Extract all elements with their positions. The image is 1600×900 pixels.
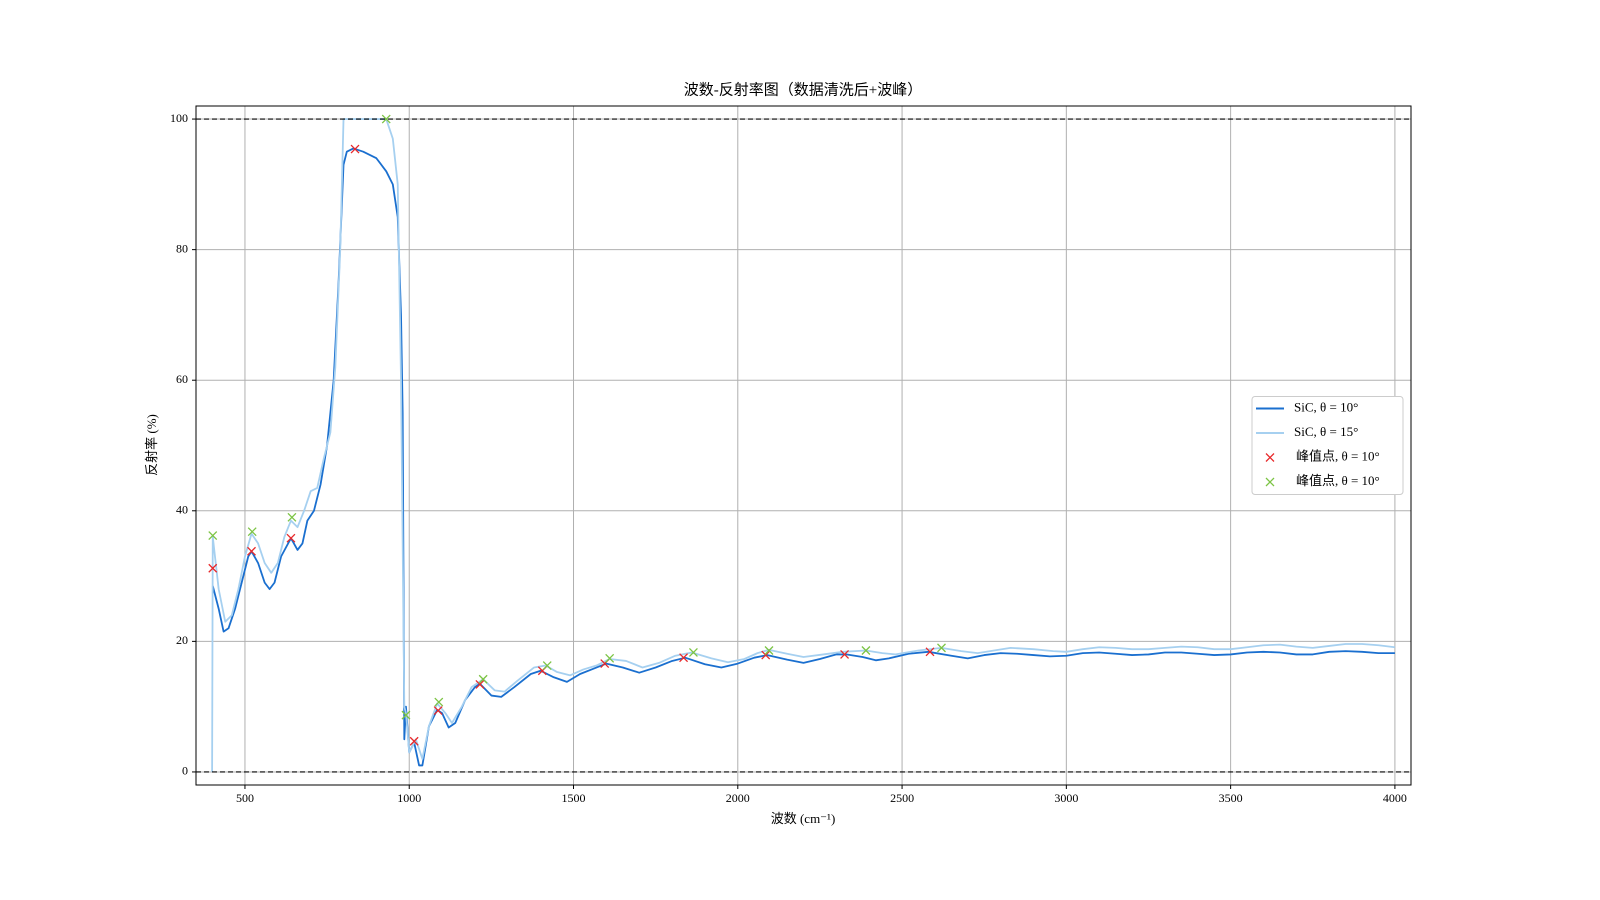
- peak-marker: [287, 512, 297, 522]
- peak-marker: [761, 650, 771, 660]
- x-tick-label: 1000: [397, 791, 421, 805]
- legend-marker: [1265, 453, 1275, 462]
- series-line: [211, 118, 1396, 772]
- peak-marker: [434, 697, 444, 707]
- peak-marker: [247, 527, 257, 537]
- peak-marker: [861, 646, 871, 655]
- peak-marker: [688, 648, 698, 657]
- legend-label: SiC, θ = 10°: [1294, 399, 1358, 414]
- x-tick-label: 3000: [1054, 791, 1078, 805]
- x-tick-label: 2000: [726, 791, 750, 805]
- peak-marker: [475, 679, 485, 689]
- y-tick-label: 0: [182, 764, 188, 778]
- chart-title: 波数-反射率图（数据清洗后+波峰）: [684, 81, 922, 98]
- peak-marker: [542, 661, 552, 670]
- x-tick-label: 4000: [1383, 791, 1407, 805]
- legend-marker: [1265, 477, 1275, 487]
- peak-marker: [478, 674, 488, 684]
- legend-box: [1251, 396, 1404, 495]
- peak-marker: [247, 546, 256, 556]
- plot-frame: [195, 105, 1412, 786]
- peak-marker: [433, 706, 443, 716]
- legend-label: 峰值点, θ = 10°: [1296, 448, 1380, 463]
- peak-marker: [925, 647, 935, 657]
- legend-label: SiC, θ = 15°: [1294, 424, 1358, 439]
- y-tick-label: 100: [170, 111, 188, 125]
- y-axis-label: 反射率 (%): [144, 414, 159, 476]
- legend-label: 峰值点, θ = 10°: [1296, 473, 1380, 488]
- plot: [208, 114, 1396, 772]
- peak-marker: [401, 710, 411, 720]
- y-tick-label: 20: [176, 633, 188, 647]
- x-tick-label: 1500: [562, 791, 586, 805]
- peak-marker: [840, 649, 850, 659]
- x-tick-label: 500: [236, 791, 254, 805]
- y-tick-label: 60: [176, 372, 188, 386]
- peak-marker: [208, 531, 218, 541]
- peak-marker: [409, 736, 419, 746]
- peak-marker: [937, 643, 946, 653]
- series-line: [211, 147, 1395, 767]
- x-tick-label: 2500: [890, 791, 914, 805]
- x-tick-label: 3500: [1219, 791, 1243, 805]
- peak-marker: [350, 144, 360, 154]
- y-tick-label: 80: [176, 241, 188, 255]
- peak-marker: [381, 114, 391, 124]
- peak-marker: [208, 563, 218, 573]
- peak-marker: [605, 653, 615, 663]
- y-tick-label: 40: [176, 503, 188, 517]
- peak-marker: [679, 653, 689, 663]
- x-axis-label: 波数 (cm⁻¹): [771, 811, 836, 826]
- peak-marker: [286, 533, 296, 543]
- peak-marker: [764, 646, 774, 655]
